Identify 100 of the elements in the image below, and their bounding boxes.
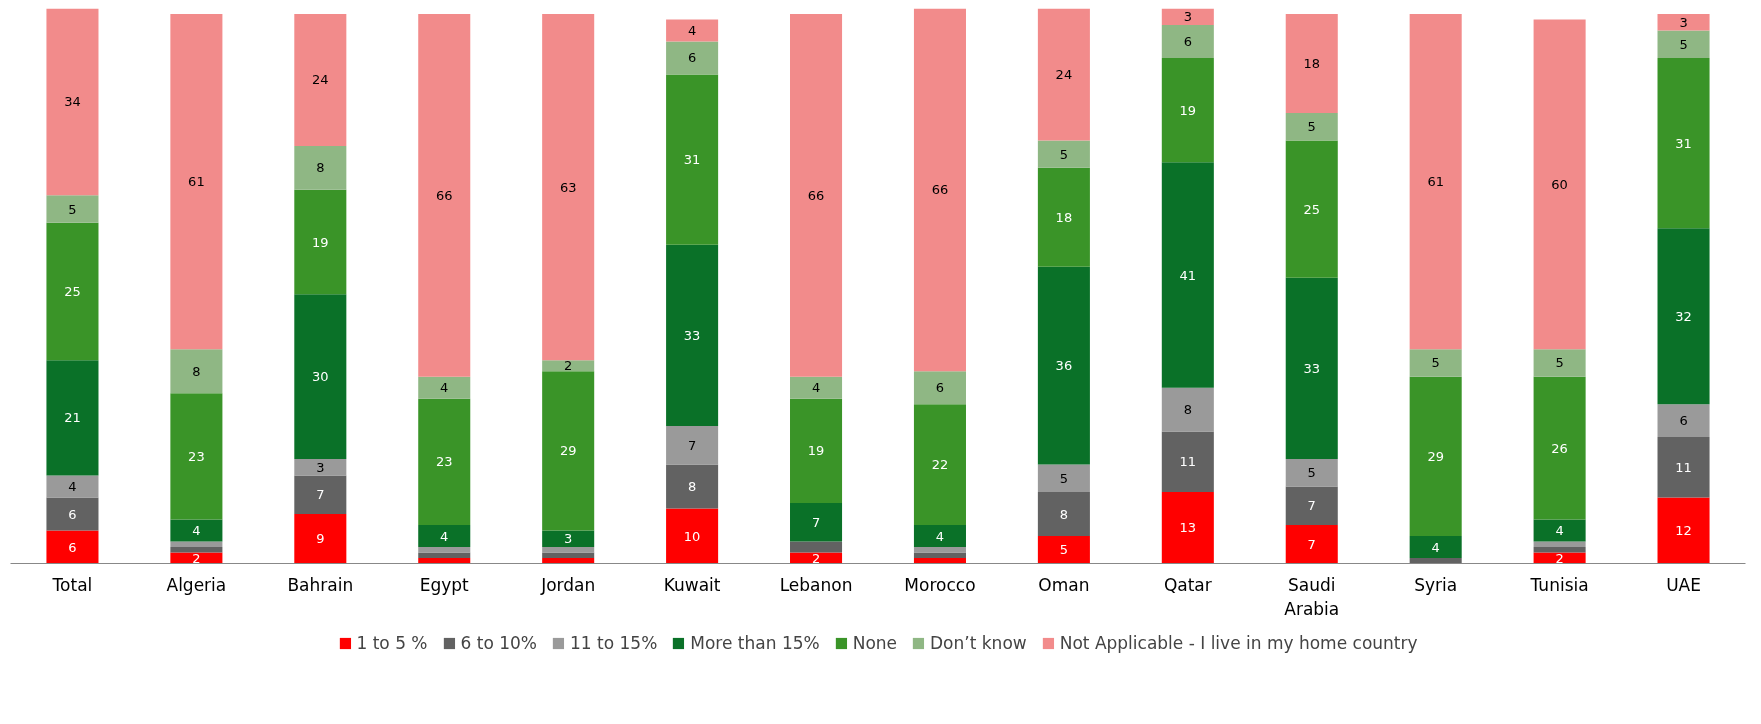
bar (418, 525, 471, 548)
legend-label: 6 to 10% (460, 633, 537, 653)
bar (790, 14, 843, 377)
bar (913, 525, 966, 548)
data-label: 26 (1551, 440, 1568, 456)
data-label: 25 (1303, 201, 1321, 217)
data-label: 4 (811, 380, 821, 396)
x-tick-label: Oman (1038, 574, 1090, 595)
bar (666, 74, 719, 245)
data-label: 61 (188, 174, 205, 190)
bar (1533, 19, 1586, 350)
bar (1409, 14, 1462, 350)
bar (418, 558, 471, 564)
bar (542, 14, 595, 361)
bar (1037, 492, 1090, 537)
bar (1161, 387, 1214, 432)
bar (46, 8, 99, 196)
bar (1285, 459, 1338, 487)
data-label: 30 (312, 369, 329, 385)
bar (790, 376, 843, 399)
data-label: 6 (1679, 413, 1688, 429)
data-label: 5 (1059, 542, 1069, 558)
bar (170, 519, 223, 542)
bar (913, 547, 966, 553)
bar (1285, 277, 1338, 460)
bar (1409, 536, 1462, 558)
bar (170, 541, 223, 548)
data-label: 2 (192, 550, 201, 566)
bar (46, 475, 99, 498)
data-label: 5 (1431, 355, 1440, 371)
data-label: 3 (316, 459, 325, 475)
bar (790, 503, 843, 542)
data-label: 19 (807, 443, 825, 459)
bar (294, 189, 347, 295)
data-label: 12 (1675, 523, 1692, 539)
data-label: 4 (687, 22, 697, 38)
bar (170, 14, 223, 350)
data-label: 3 (564, 531, 573, 547)
bar (418, 398, 471, 526)
data-label: 61 (1427, 174, 1444, 190)
data-label: 5 (1679, 36, 1688, 52)
bar (1285, 14, 1338, 113)
legend-label: Don’t know (930, 633, 1027, 653)
x-tick-label: Kuwait (663, 574, 721, 595)
bar (542, 552, 595, 558)
bar (46, 360, 99, 476)
bar (1657, 228, 1710, 405)
data-label: 60 (1551, 176, 1568, 192)
bar (913, 558, 966, 564)
data-label: 8 (1183, 402, 1192, 418)
data-label: 11 (1675, 459, 1692, 475)
bar (1161, 492, 1214, 564)
bar (46, 222, 99, 361)
data-label: 5 (1307, 119, 1316, 135)
bar (666, 426, 719, 465)
bar (913, 8, 966, 372)
data-label: 9 (316, 531, 325, 547)
bar (790, 541, 843, 553)
data-label: 6 (68, 506, 77, 522)
legend-label: 1 to 5 % (356, 633, 428, 653)
bar (1533, 349, 1586, 377)
bar (1161, 57, 1214, 163)
bar (294, 14, 347, 146)
bar (1533, 519, 1586, 542)
bar (294, 459, 347, 476)
bar (913, 371, 966, 405)
data-label: 22 (931, 457, 949, 473)
bar (418, 14, 471, 377)
bar (1409, 558, 1462, 564)
data-label: 18 (1303, 55, 1321, 71)
bar (1657, 497, 1710, 564)
data-label: 4 (440, 380, 449, 396)
data-label: 36 (1055, 358, 1073, 374)
data-label: 29 (1427, 448, 1444, 464)
data-label: 7 (687, 437, 697, 453)
data-label: 63 (559, 179, 577, 195)
bar (1161, 24, 1214, 58)
data-label: 4 (440, 528, 449, 544)
bar (913, 404, 966, 526)
data-label: 13 (1179, 520, 1197, 536)
data-label: 4 (68, 479, 77, 495)
data-label: 7 (1307, 536, 1316, 552)
data-label: 6 (1183, 33, 1192, 49)
bar (1161, 431, 1214, 493)
data-label: 5 (1555, 355, 1564, 371)
bar (666, 19, 719, 42)
data-label: 31 (683, 152, 701, 168)
bar (1037, 536, 1090, 564)
bar (1037, 167, 1090, 267)
bar (1285, 525, 1338, 564)
data-label: 24 (312, 72, 329, 88)
x-tick-label: Egypt (419, 574, 470, 595)
x-tick-label: Jordan (540, 574, 596, 595)
x-tick-label: Morocco (904, 574, 976, 595)
data-label: 66 (931, 182, 949, 198)
data-label: 41 (1179, 267, 1197, 283)
x-tick-label: Qatar (1163, 574, 1212, 595)
bar (1657, 404, 1710, 438)
x-tick-label: Saudi Arabia (1284, 574, 1340, 619)
x-tick-label: UAE (1666, 574, 1701, 595)
